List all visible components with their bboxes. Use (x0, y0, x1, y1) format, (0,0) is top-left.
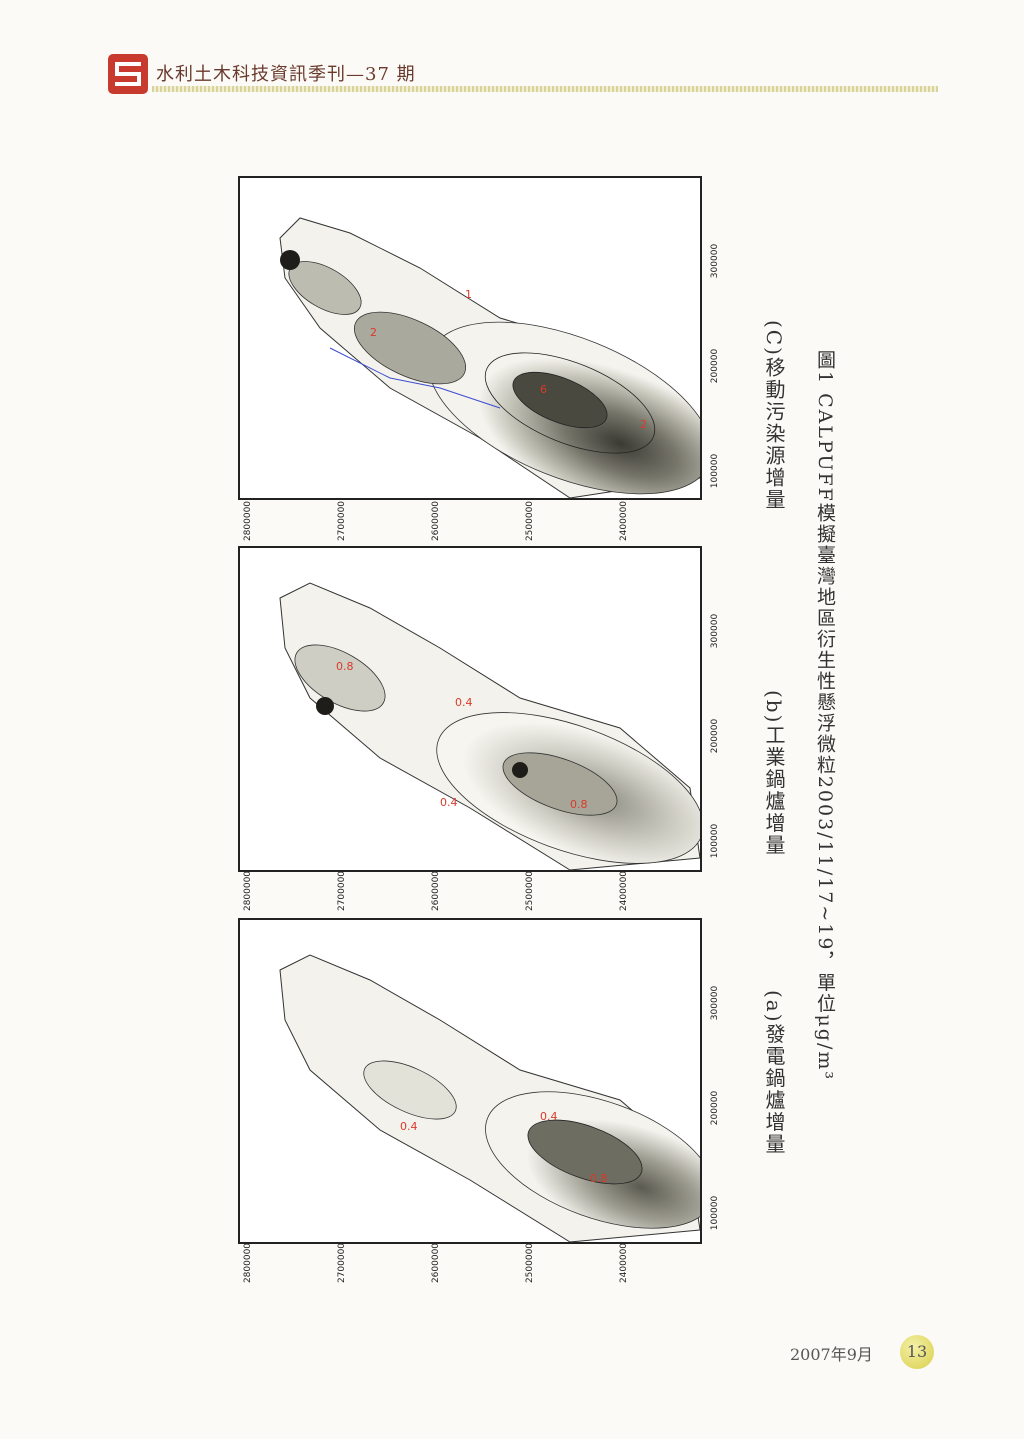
x-tick-label: 200000 (710, 348, 720, 384)
y-tick-label: 2500000 (525, 500, 535, 542)
svg-text:0.4: 0.4 (540, 1110, 558, 1123)
header-divider (152, 86, 938, 92)
x-tick-label: 300000 (710, 243, 720, 279)
y-tick-label: 2600000 (431, 870, 441, 912)
svg-text:0.4: 0.4 (440, 796, 458, 809)
hotspot (316, 697, 334, 715)
journal-logo-icon (108, 54, 148, 94)
svg-text:0.8: 0.8 (590, 1172, 608, 1185)
hotspot (280, 250, 300, 270)
svg-text:0.8: 0.8 (336, 660, 354, 673)
map-panel-a: 0.4 0.4 0.8 (238, 918, 702, 1244)
y-tick-label: 2700000 (337, 1242, 347, 1284)
y-tick-label: 2700000 (337, 870, 347, 912)
y-tick-label: 2800000 (243, 1242, 253, 1284)
x-tick-label: 100000 (710, 453, 720, 489)
hotspot (512, 762, 528, 778)
map-panel-c: 2 1 6 2 (238, 176, 702, 500)
svg-text:0.4: 0.4 (400, 1120, 418, 1133)
y-tick-label: 2500000 (525, 1242, 535, 1284)
map-panel-a-plot: 0.4 0.4 0.8 (279, 954, 700, 1242)
y-tick-label: 2600000 (431, 500, 441, 542)
svg-text:2: 2 (370, 326, 377, 339)
map-panel-b-plot: 0.8 0.4 0.8 0.4 (279, 582, 700, 870)
issue-date: 2007年9月 (790, 1345, 873, 1364)
y-tick-label: 2800000 (243, 870, 253, 912)
svg-text:0.4: 0.4 (455, 696, 473, 709)
svg-text:1: 1 (465, 288, 472, 301)
page-number: 13 (900, 1335, 934, 1369)
y-tick-label: 2800000 (243, 500, 253, 542)
y-tick-label: 2400000 (619, 870, 629, 912)
svg-text:0.8: 0.8 (570, 798, 588, 811)
map-panel-b: 0.8 0.4 0.8 0.4 (238, 546, 702, 872)
y-tick-label: 2600000 (431, 1242, 441, 1284)
y-tick-label: 2700000 (337, 500, 347, 542)
journal-title: 水利土木科技資訊季刊—37 期 (156, 64, 416, 85)
svg-text:6: 6 (540, 383, 547, 396)
x-tick-label: 100000 (710, 1195, 720, 1231)
figure-caption: 圖1 CALPUFF模擬臺灣地區衍生性懸浮微粒2003/11/17~19，單位μ… (814, 350, 836, 1081)
x-tick-label: 300000 (710, 985, 720, 1021)
y-tick-label: 2400000 (619, 500, 629, 542)
svg-text:2: 2 (640, 418, 647, 431)
x-tick-label: 200000 (710, 1090, 720, 1126)
map-panel-c-plot: 2 1 6 2 (279, 217, 700, 498)
y-tick-label: 2500000 (525, 870, 535, 912)
panel-c-caption: (C)移動污染源增量 (762, 320, 786, 511)
panel-a-caption: (a)發電鍋爐增量 (762, 990, 786, 1156)
x-tick-label: 300000 (710, 613, 720, 649)
x-tick-label: 100000 (710, 823, 720, 859)
x-tick-label: 200000 (710, 718, 720, 754)
panel-b-caption: (b)工業鍋爐增量 (762, 690, 786, 857)
y-tick-label: 2400000 (619, 1242, 629, 1284)
